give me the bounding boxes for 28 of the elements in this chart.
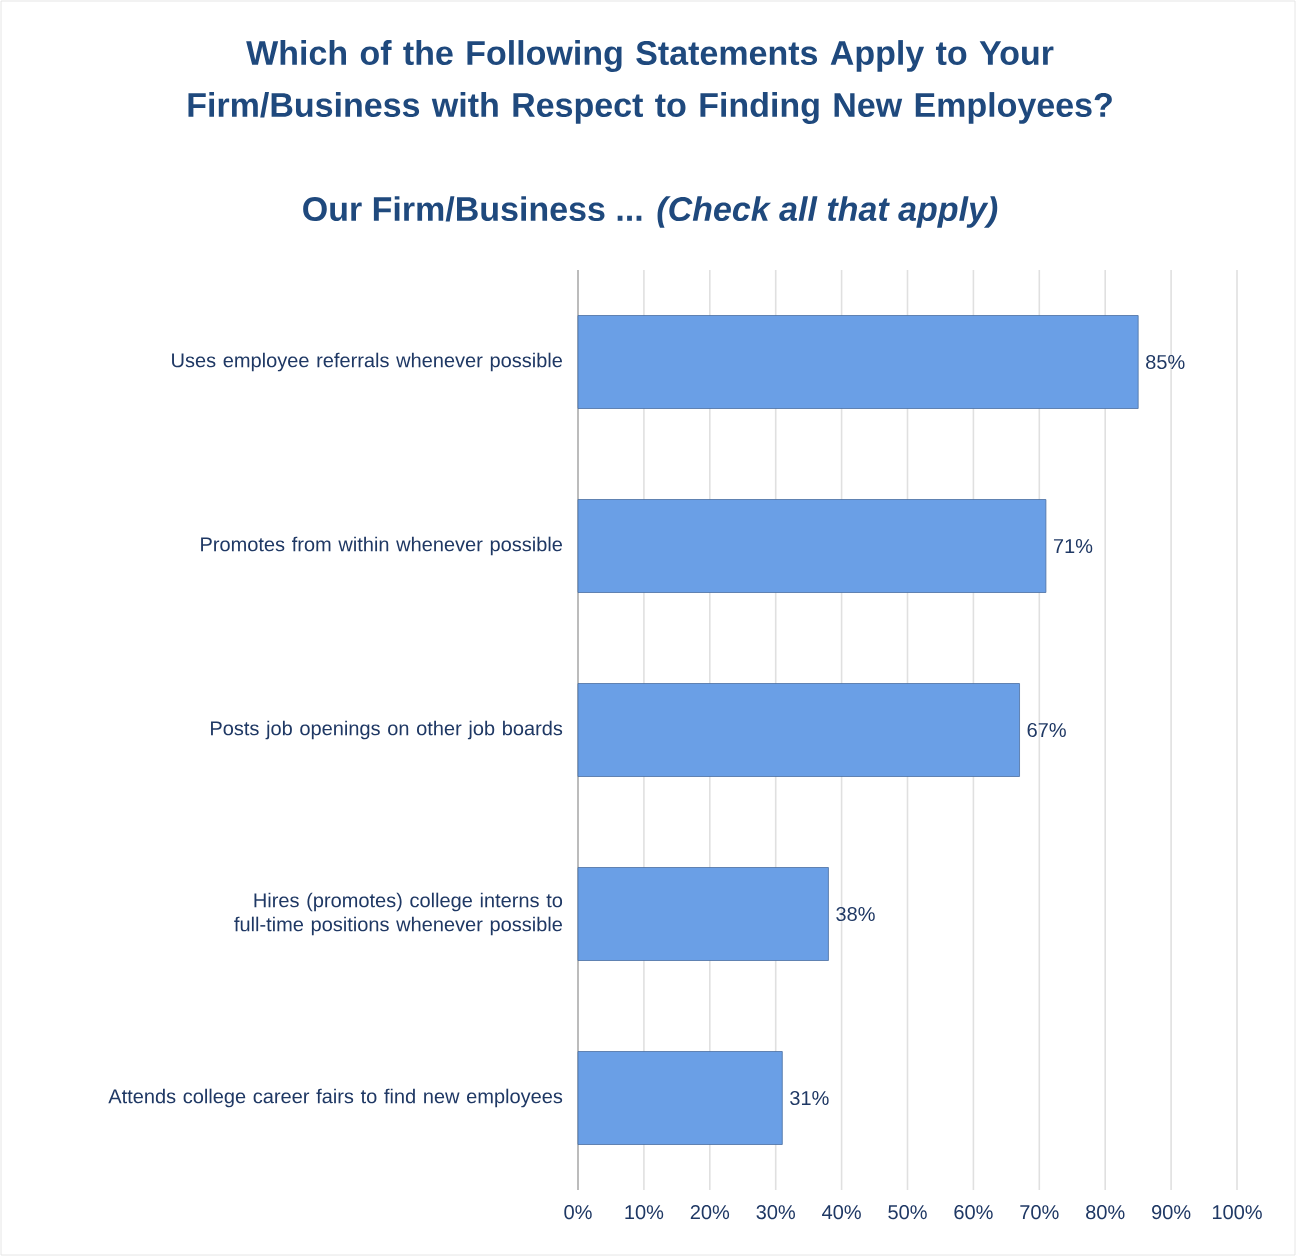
x-tick-label: 80% [1086, 1205, 1125, 1220]
chart-title: Which of the Following Statements Apply to Your Firm/Business with Respect to Finding New Employees? [188, 40, 1112, 124]
y-tick-label: Posts job openings on other job boards [211, 720, 563, 740]
x-tick-label: 10% [625, 1205, 664, 1220]
y-tick-label: Attends college career fairs to find new employees [108, 1088, 563, 1108]
x-tick-label: 0% [564, 1205, 592, 1220]
bar [577, 315, 1139, 409]
x-tick-label: 60% [954, 1205, 993, 1220]
x-tick-label: 40% [822, 1205, 861, 1220]
x-tick-label: 100% [1212, 1205, 1262, 1220]
data-label: 71% [1053, 539, 1093, 554]
x-tick-label: 90% [1152, 1205, 1191, 1220]
data-label: 31% [790, 1090, 829, 1106]
chart-subtitle: Our Firm/Business ... (Check all that apply) [303, 196, 998, 228]
x-tick-label: 20% [690, 1205, 730, 1220]
data-label: 85% [1146, 354, 1185, 370]
bar [577, 499, 1047, 593]
bar [577, 683, 1020, 777]
bar [577, 1051, 783, 1145]
x-tick-label: 50% [888, 1205, 927, 1220]
x-tick-label: 70% [1020, 1205, 1059, 1220]
data-label: 38% [836, 906, 875, 922]
data-label: 67% [1027, 722, 1066, 738]
bar [577, 867, 829, 961]
y-tick-label: Hires (promotes) college interns to full-time positions whenever possible [234, 892, 563, 936]
y-tick-label: Promotes from within whenever possible [201, 536, 563, 556]
x-tick-label: 30% [756, 1205, 795, 1220]
y-tick-label: Uses employee referrals whenever possible [172, 352, 563, 372]
